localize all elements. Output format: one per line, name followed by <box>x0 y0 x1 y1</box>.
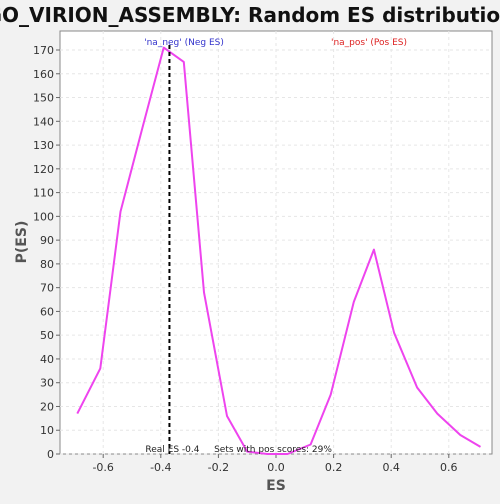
x-tick-label: -0.2 <box>208 461 229 474</box>
y-tick-label: 0 <box>47 448 54 461</box>
x-tick-label: -0.4 <box>150 461 171 474</box>
neg-label: 'na_neg' (Neg ES) <box>144 38 224 48</box>
y-tick-label: 120 <box>33 163 54 176</box>
pos-label: 'na_pos' (Pos ES) <box>331 38 407 48</box>
y-tick-label: 130 <box>33 139 54 152</box>
y-tick-label: 100 <box>33 210 54 223</box>
y-tick-label: 10 <box>40 424 54 437</box>
y-tick-label: 40 <box>40 353 54 366</box>
y-tick-label: 90 <box>40 234 54 247</box>
x-tick-label: -0.6 <box>92 461 113 474</box>
x-tick-label: 0.4 <box>382 461 400 474</box>
y-tick-label: 30 <box>40 377 54 390</box>
y-tick-label: 160 <box>33 68 54 81</box>
y-tick-label: 50 <box>40 329 54 342</box>
y-tick-label: 70 <box>40 282 54 295</box>
chart-title: GO_VIRION_ASSEMBLY: Random ES distributi… <box>0 3 500 27</box>
pos-fraction-label: Sets with pos scores: 29% <box>214 445 332 455</box>
y-tick-label: 150 <box>33 92 54 105</box>
x-tick-label: 0.0 <box>267 461 285 474</box>
y-tick-label: 80 <box>40 258 54 271</box>
y-tick-label: 110 <box>33 187 54 200</box>
y-axis-label: P(ES) <box>14 221 30 264</box>
y-tick-label: 170 <box>33 44 54 57</box>
y-tick-label: 20 <box>40 400 54 413</box>
real-es-label: Real ES -0.4 <box>145 445 199 455</box>
x-tick-label: 0.6 <box>440 461 458 474</box>
x-tick-label: 0.2 <box>325 461 343 474</box>
y-tick-label: 60 <box>40 305 54 318</box>
y-tick-label: 140 <box>33 115 54 128</box>
x-axis-label: ES <box>266 478 286 494</box>
